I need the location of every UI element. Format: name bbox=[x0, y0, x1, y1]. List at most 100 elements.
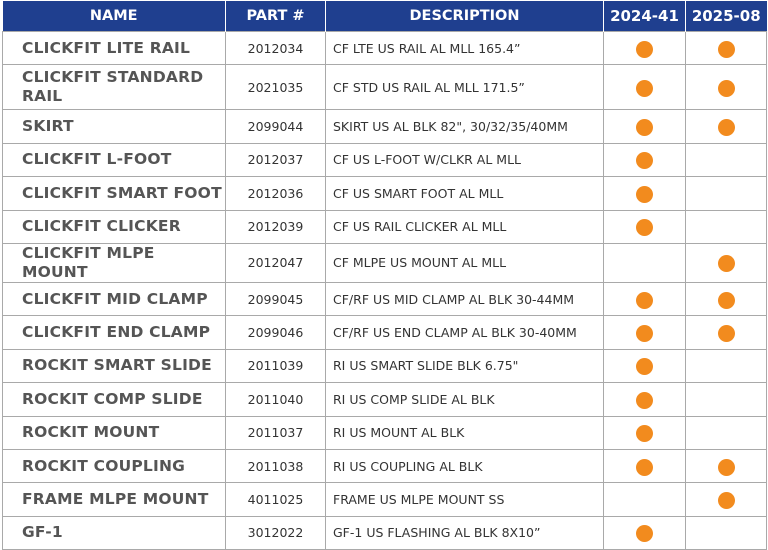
row-col-b-cell bbox=[685, 176, 767, 211]
header-name: NAME bbox=[2, 1, 226, 32]
table-row: CLICKFIT LITE RAIL 2012034 CF LTE US RAIL … bbox=[2, 30, 767, 66]
row-col-a-cell bbox=[603, 448, 686, 484]
header-col-b: 2025-08 bbox=[685, 1, 767, 32]
row-col-a-cell bbox=[603, 482, 686, 517]
row-col-b-cell bbox=[685, 281, 767, 317]
table-header-row: NAME PART # DESCRIPTION 2024-41 2025-08 bbox=[2, 1, 767, 32]
row-description: CF/RF US END CLAMP AL BLK 30-40MM bbox=[325, 315, 604, 350]
row-part-number: 2099045 bbox=[225, 281, 326, 317]
row-col-a-cell bbox=[603, 109, 686, 144]
row-col-a-cell bbox=[603, 209, 686, 244]
row-description: CF LTE US RAIL AL MLL 165.4” bbox=[325, 30, 604, 66]
row-name: ROCKIT SMART SLIDE bbox=[2, 348, 226, 384]
row-description: CF US L-FOOT W/CLKR AL MLL bbox=[325, 142, 604, 178]
row-col-a-cell bbox=[603, 176, 686, 211]
row-description: RI US MOUNT AL BLK bbox=[325, 415, 604, 450]
row-name: CLICKFIT SMART FOOT bbox=[2, 176, 226, 211]
availability-dot-icon bbox=[636, 391, 653, 409]
availability-dot-icon bbox=[636, 358, 653, 376]
row-col-b-cell bbox=[685, 30, 767, 66]
row-col-a-cell bbox=[603, 515, 686, 550]
row-col-b-cell bbox=[685, 482, 767, 517]
row-name: ROCKIT COUPLING bbox=[2, 448, 226, 484]
availability-dot-icon bbox=[636, 291, 653, 309]
row-name: CLICKFIT END CLAMP bbox=[2, 315, 226, 350]
table-row: CLICKFIT L-FOOT 2012037 CF US L-FOOT W/CLK… bbox=[2, 142, 767, 178]
header-description: DESCRIPTION bbox=[325, 1, 604, 32]
row-part-number: 2011038 bbox=[225, 448, 326, 484]
row-col-a-cell bbox=[603, 281, 686, 317]
row-part-number: 2011039 bbox=[225, 348, 326, 384]
availability-dot-icon bbox=[636, 79, 653, 97]
availability-dot-icon bbox=[636, 458, 653, 476]
row-description: SKIRT US AL BLK 82", 30/32/35/40MM bbox=[325, 109, 604, 144]
row-col-b-cell bbox=[685, 448, 767, 484]
row-name: CLICKFIT L-FOOT bbox=[2, 142, 226, 178]
availability-dot-icon bbox=[717, 325, 735, 343]
table-row: FRAME MLPE MOUNT 4011025 FRAME US MLPE MOU… bbox=[2, 482, 767, 517]
row-col-a-cell bbox=[603, 242, 686, 283]
row-name: SKIRT bbox=[2, 109, 226, 144]
availability-dot-icon bbox=[717, 119, 735, 137]
table-row: CLICKFIT MLPE MOUNT 2012047 CF MLPE US MOU… bbox=[2, 242, 767, 283]
row-col-b-cell bbox=[685, 64, 767, 111]
row-col-a-cell bbox=[603, 315, 686, 350]
availability-dot-icon bbox=[717, 79, 735, 97]
row-col-b-cell bbox=[685, 382, 767, 417]
row-col-b-cell bbox=[685, 209, 767, 244]
availability-dot-icon bbox=[636, 152, 653, 170]
table-row: ROCKIT MOUNT 2011037 RI US MOUNT AL BLK bbox=[2, 415, 767, 450]
row-col-b-cell bbox=[685, 242, 767, 283]
row-part-number: 4011025 bbox=[225, 482, 326, 517]
row-part-number: 2012037 bbox=[225, 142, 326, 178]
availability-dot-icon bbox=[636, 119, 653, 137]
row-col-b-cell bbox=[685, 515, 767, 550]
row-part-number: 2012036 bbox=[225, 176, 326, 211]
row-name: CLICKFIT CLICKER bbox=[2, 209, 226, 244]
row-col-b-cell bbox=[685, 142, 767, 178]
row-col-b-cell bbox=[685, 109, 767, 144]
row-name: GF-1 bbox=[2, 515, 226, 550]
row-description: RI US COUPLING AL BLK bbox=[325, 448, 604, 484]
row-col-a-cell bbox=[603, 142, 686, 178]
row-part-number: 2099044 bbox=[225, 109, 326, 144]
row-col-b-cell bbox=[685, 415, 767, 450]
row-col-a-cell bbox=[603, 415, 686, 450]
row-part-number: 3012022 bbox=[225, 515, 326, 550]
row-name: ROCKIT MOUNT bbox=[2, 415, 226, 450]
row-part-number: 2012047 bbox=[225, 242, 326, 283]
availability-dot-icon bbox=[636, 185, 653, 203]
availability-dot-icon bbox=[717, 491, 735, 509]
availability-dot-icon bbox=[636, 219, 653, 237]
availability-dot-icon bbox=[717, 40, 735, 58]
row-name: CLICKFIT MLPE MOUNT bbox=[2, 242, 226, 283]
row-part-number: 2011040 bbox=[225, 382, 326, 417]
row-name: CLICKFIT STANDARD RAIL bbox=[2, 64, 226, 111]
row-description: CF US SMART FOOT AL MLL bbox=[325, 176, 604, 211]
row-col-a-cell bbox=[603, 30, 686, 66]
row-part-number: 2012034 bbox=[225, 30, 326, 66]
table-row: CLICKFIT SMART FOOT 2012036 CF US SMART FO… bbox=[2, 176, 767, 211]
table-row: CLICKFIT END CLAMP 2099046 CF/RF US END CL… bbox=[2, 315, 767, 350]
row-part-number: 2012039 bbox=[225, 209, 326, 244]
row-col-b-cell bbox=[685, 315, 767, 350]
availability-dot-icon bbox=[636, 425, 653, 443]
row-col-a-cell bbox=[603, 64, 686, 111]
table-body: CLICKFIT LITE RAIL 2012034 CF LTE US RAIL … bbox=[2, 30, 767, 550]
row-part-number: 2021035 bbox=[225, 64, 326, 111]
row-description: FRAME US MLPE MOUNT SS bbox=[325, 482, 604, 517]
table-row: ROCKIT COUPLING 2011038 RI US COUPLING AL … bbox=[2, 448, 767, 484]
table-row: ROCKIT COMP SLIDE 2011040 RI US COMP SLIDE… bbox=[2, 382, 767, 417]
availability-dot-icon bbox=[636, 325, 653, 343]
row-name: ROCKIT COMP SLIDE bbox=[2, 382, 226, 417]
availability-dot-icon bbox=[636, 40, 653, 58]
availability-dot-icon bbox=[717, 255, 735, 273]
table-row: CLICKFIT MID CLAMP 2099045 CF/RF US MID CL… bbox=[2, 281, 767, 317]
table-row: ROCKIT SMART SLIDE 2011039 RI US SMART SLI… bbox=[2, 348, 767, 384]
row-part-number: 2099046 bbox=[225, 315, 326, 350]
row-description: RI US COMP SLIDE AL BLK bbox=[325, 382, 604, 417]
row-part-number: 2011037 bbox=[225, 415, 326, 450]
row-description: CF MLPE US MOUNT AL MLL bbox=[325, 242, 604, 283]
